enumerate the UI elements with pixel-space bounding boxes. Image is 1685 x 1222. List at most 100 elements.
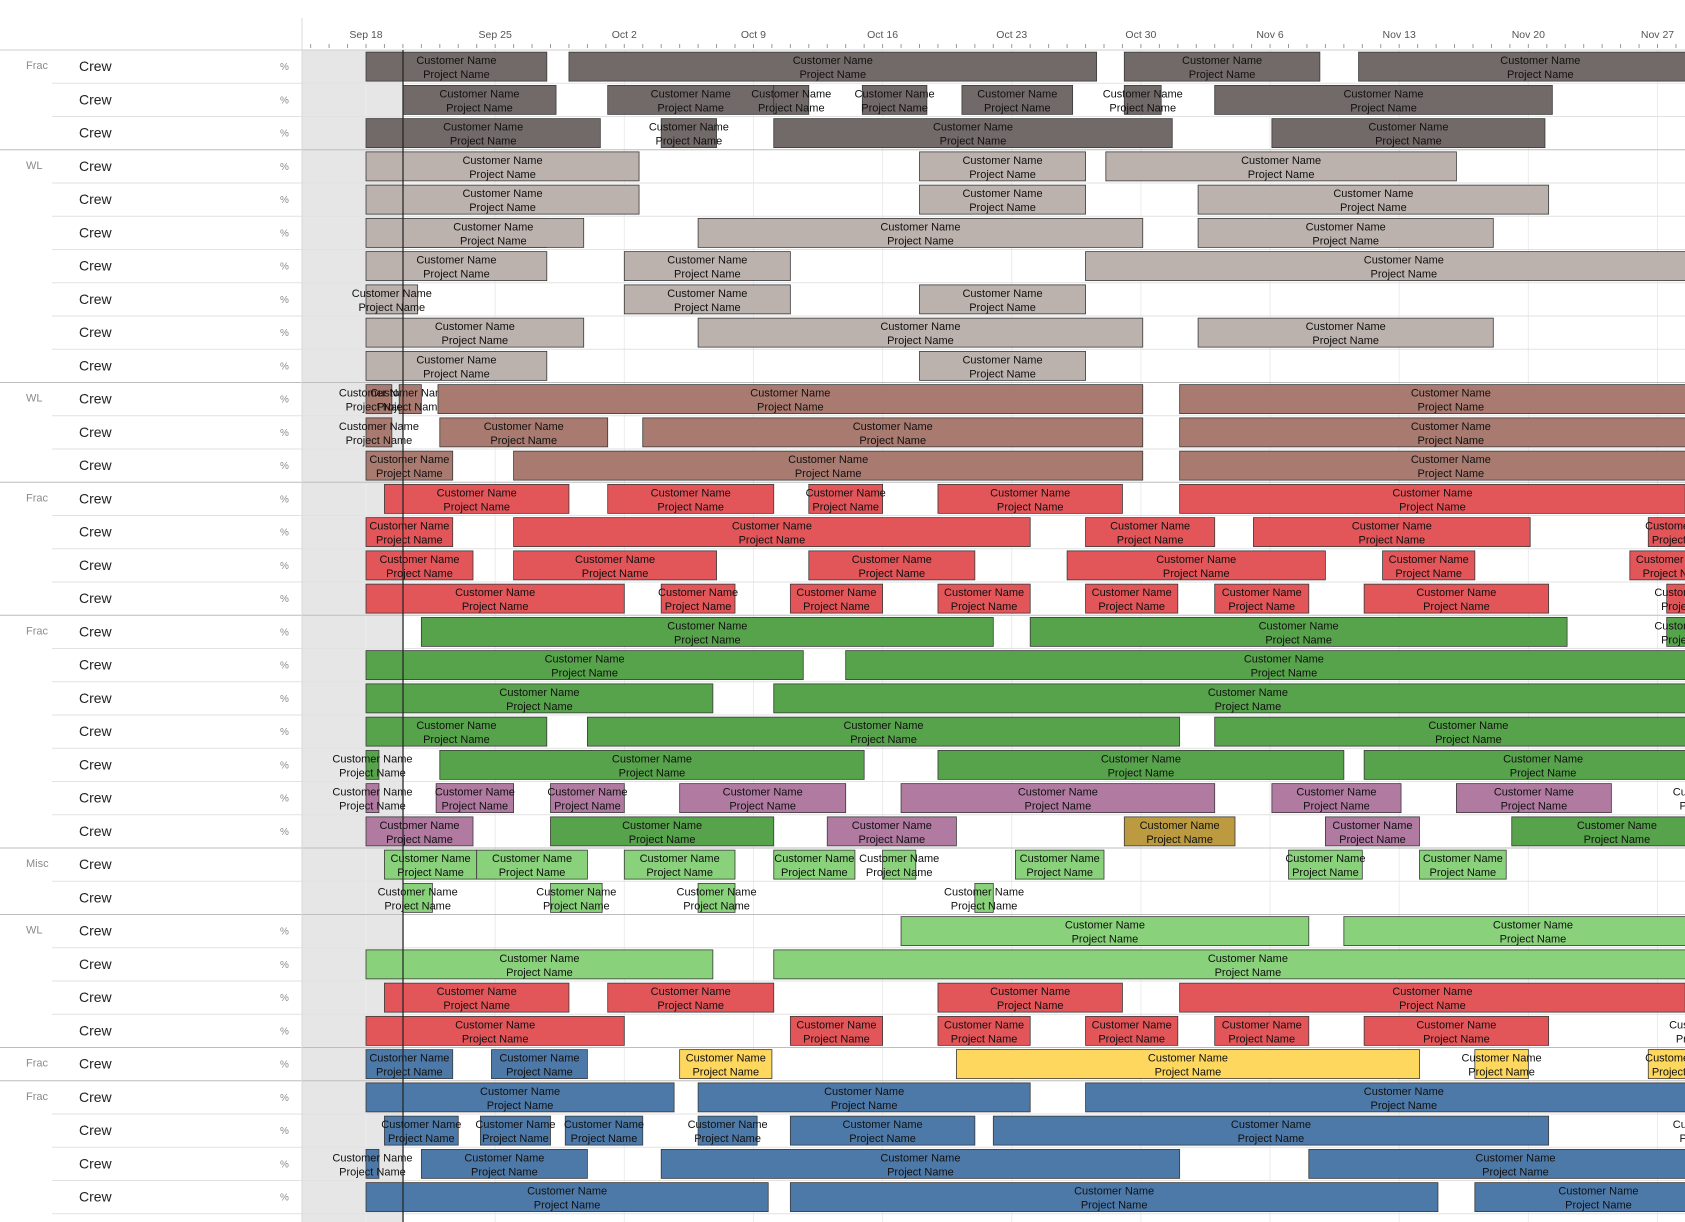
crew-label: Crew [79,158,113,174]
bar-label-project: Project Name [376,1067,443,1079]
bar-label-customer: Customer Name [332,787,412,799]
bar-label-customer: Customer Name [499,953,579,965]
bar-label-project: Project Name [339,767,406,779]
bar-label-customer: Customer Name [1416,587,1496,599]
gantt-bar [365,118,601,149]
bar-label-customer: Customer Name [1285,853,1365,865]
bar-label-customer: Customer Name [439,88,519,100]
bar-label-customer: Customer Name [1208,687,1288,699]
bar-label-project: Project Name [1026,867,1093,879]
gantt-bar [1382,550,1476,581]
bar-label-customer: Customer Name [1364,1086,1444,1098]
bar-label-project: Project Name [1370,1100,1437,1112]
percent-label: % [280,1060,289,1071]
group-label: WL [26,160,43,172]
gantt-bar [1085,1082,1685,1113]
gantt-bar [365,284,419,315]
bar-label-project: Project Name [758,102,825,114]
gantt-bar [1419,849,1507,880]
bar-label-project: Project Name [1072,934,1139,946]
gantt-bar [365,1015,625,1046]
bar-label-customer: Customer Name [793,55,873,67]
bar-label-project: Project Name [951,1033,1018,1045]
bar-label-customer: Customer Name [852,554,932,566]
bar-label-customer: Customer Name [1092,1019,1172,1031]
gantt-bar [900,916,1310,947]
bar-label-project: Project Name [571,1133,638,1145]
bar-label-customer: Customer Name [944,1019,1024,1031]
bar-label-customer: Customer Name [381,1119,461,1131]
bar-label-project: Project Name [657,1000,724,1012]
gantt-bar [587,716,1181,747]
gantt-bar [513,450,1144,481]
crew-label: Crew [79,357,113,373]
gantt-bar [491,1049,588,1080]
gantt-bar [564,1115,644,1146]
gantt-bar [607,84,775,115]
bar-label-project: Project Name [646,867,713,879]
bar-label-project: Project Name [803,1033,870,1045]
gantt-bar [956,1049,1420,1080]
bar-label-project: Project Name [1312,335,1379,347]
bar-label-project: Project Name [1584,834,1651,846]
percent-label: % [280,1126,289,1137]
bar-label-customer: Customer Name [435,321,515,333]
bar-label-project: Project Name [849,1133,916,1145]
crew-label: Crew [79,923,113,939]
bar-label-project: Project Name [619,767,686,779]
bar-label-project: Project Name [397,867,464,879]
group-label: WL [26,925,43,937]
percent-label: % [280,1026,289,1037]
bar-label-project: Project Name [1510,767,1577,779]
gantt-bar [1085,1015,1179,1046]
bar-label-project: Project Name [506,1067,573,1079]
bar-label-project: Project Name [1643,568,1685,580]
bar-label-customer: Customer Name [880,321,960,333]
date-tick-label: Oct 16 [867,29,898,41]
crew-label: Crew [79,91,113,107]
bar-label-project: Project Name [1399,1000,1466,1012]
percent-label: % [280,162,289,173]
gantt-bar [1363,583,1550,614]
bar-label-project: Project Name [1418,435,1485,447]
percent-label: % [280,927,289,938]
bar-label-project: Project Name [831,1100,898,1112]
bar-label-project: Project Name [1680,801,1685,813]
bar-label-project: Project Name [1652,1067,1685,1079]
bar-label-customer: Customer Name [859,853,939,865]
bar-label-project: Project Name [859,834,926,846]
bar-label-project: Project Name [543,900,610,912]
gantt-bar [660,583,736,614]
gantt-bar [365,51,548,82]
bar-label-project: Project Name [1339,834,1406,846]
bar-label-customer: Customer Name [667,620,747,632]
bar-label-project: Project Name [446,102,513,114]
bar-label-customer: Customer Name [658,587,738,599]
bar-label-project: Project Name [376,468,443,480]
bar-label-customer: Customer Name [1389,554,1469,566]
bar-label-customer: Customer Name [332,1152,412,1164]
percent-label: % [280,794,289,805]
gantt-bar [789,1182,1439,1213]
gantt-bar [623,849,736,880]
gantt-bar [402,84,557,115]
bar-label-customer: Customer Name [944,886,1024,898]
gantt-bar [1179,417,1685,448]
gantt-bar [1123,84,1162,115]
bar-label-project: Project Name [1215,967,1282,979]
bar-label-project: Project Name [469,202,536,214]
gantt-bar [882,849,917,880]
bar-label-customer: Customer Name [536,886,616,898]
gantt-bar [1629,550,1685,581]
bar-label-customer: Customer Name [1673,1119,1685,1131]
bar-label-customer: Customer Name [352,288,432,300]
bar-label-customer: Customer Name [612,753,692,765]
bar-label-customer: Customer Name [499,687,579,699]
crew-label: Crew [79,391,113,407]
gantt-bar [1214,583,1310,614]
bar-label-customer: Customer Name [1411,454,1491,466]
bar-label-customer: Customer Name [977,88,1057,100]
gantt-bar [513,517,1031,548]
percent-label: % [280,1159,289,1170]
percent-label: % [280,228,289,239]
